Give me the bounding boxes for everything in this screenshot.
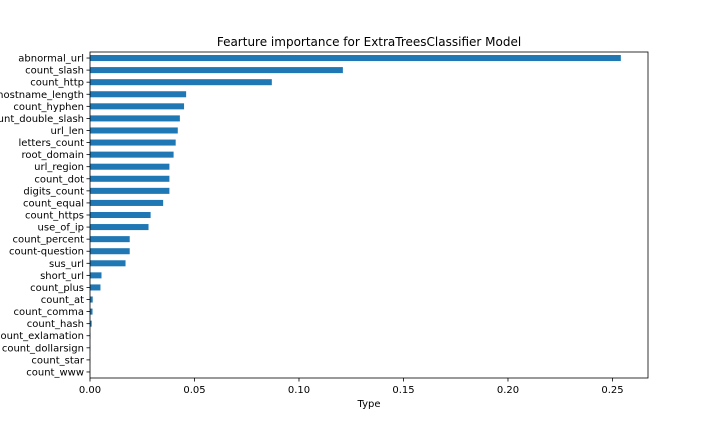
chart-title: Fearture importance for ExtraTreesClassi… — [217, 35, 521, 49]
y-tick-label: count_equal — [23, 198, 84, 209]
bar-count_https — [90, 212, 151, 218]
y-tick-label: count_http — [30, 78, 84, 89]
bar-count_at — [90, 297, 93, 303]
x-tick-label: 0.10 — [288, 385, 310, 396]
plot-frame — [90, 52, 648, 378]
bars-group — [90, 55, 621, 375]
y-tick-label: url_region — [34, 162, 84, 173]
bar-short_url — [90, 272, 101, 278]
y-tick-label: count_comma — [14, 307, 84, 318]
x-tick-label: 0.00 — [79, 385, 101, 396]
y-axis-ticks: abnormal_urlcount_slashcount_httphostnam… — [0, 54, 90, 379]
y-tick-label: count_dot — [34, 174, 84, 185]
y-tick-label: count_plus — [30, 283, 84, 294]
bar-count_double_slash — [90, 115, 180, 121]
y-tick-label: count_slash — [25, 66, 84, 77]
y-tick-label: hostname_length — [0, 90, 84, 101]
y-tick-label: count_at — [41, 295, 84, 306]
bar-count_equal — [90, 200, 163, 206]
y-tick-label: root_domain — [22, 150, 85, 161]
y-tick-label: count_double_slash — [0, 114, 84, 125]
x-tick-label: 0.15 — [392, 385, 414, 396]
bar-count_plus — [90, 284, 100, 290]
y-tick-label: count_star — [31, 355, 84, 366]
y-tick-label: count_hash — [27, 319, 84, 330]
x-tick-label: 0.05 — [183, 385, 205, 396]
bar-count_dot — [90, 176, 169, 182]
y-tick-label: count_dollarsign — [2, 343, 84, 354]
x-tick-label: 0.20 — [497, 385, 519, 396]
bar-use_of_ip — [90, 224, 149, 230]
y-tick-label: count_https — [25, 211, 84, 222]
bar-count-question — [90, 248, 130, 254]
x-axis-ticks: 0.00 0.05 0.10 0.15 0.20 0.25 — [79, 378, 624, 396]
bar-abnormal_url — [90, 55, 621, 61]
bar-count_percent — [90, 236, 130, 242]
bar-hostname_length — [90, 91, 186, 97]
bar-count_hyphen — [90, 103, 184, 109]
y-tick-label: digits_count — [23, 186, 84, 197]
y-tick-label: count-question — [9, 247, 84, 258]
y-tick-label: count_percent — [12, 235, 84, 246]
bar-count_http — [90, 79, 272, 85]
bar-sus_url — [90, 260, 126, 266]
y-tick-label: sus_url — [49, 259, 84, 270]
bar-count_slash — [90, 67, 343, 73]
y-tick-label: use_of_ip — [38, 223, 84, 234]
bar-root_domain — [90, 152, 174, 158]
y-tick-label: count_hyphen — [13, 102, 84, 113]
x-tick-label: 0.25 — [601, 385, 623, 396]
y-tick-label: count_exlamation — [0, 331, 84, 342]
y-tick-label: count_www — [26, 367, 84, 378]
bar-digits_count — [90, 188, 169, 194]
y-tick-label: abnormal_url — [18, 54, 84, 65]
y-tick-label: url_len — [51, 126, 85, 137]
y-tick-label: letters_count — [19, 138, 85, 149]
y-tick-label: short_url — [40, 271, 84, 282]
x-axis-label: Type — [357, 399, 381, 410]
bar-url_len — [90, 127, 178, 133]
bar-url_region — [90, 164, 169, 170]
bar-letters_count — [90, 140, 176, 146]
